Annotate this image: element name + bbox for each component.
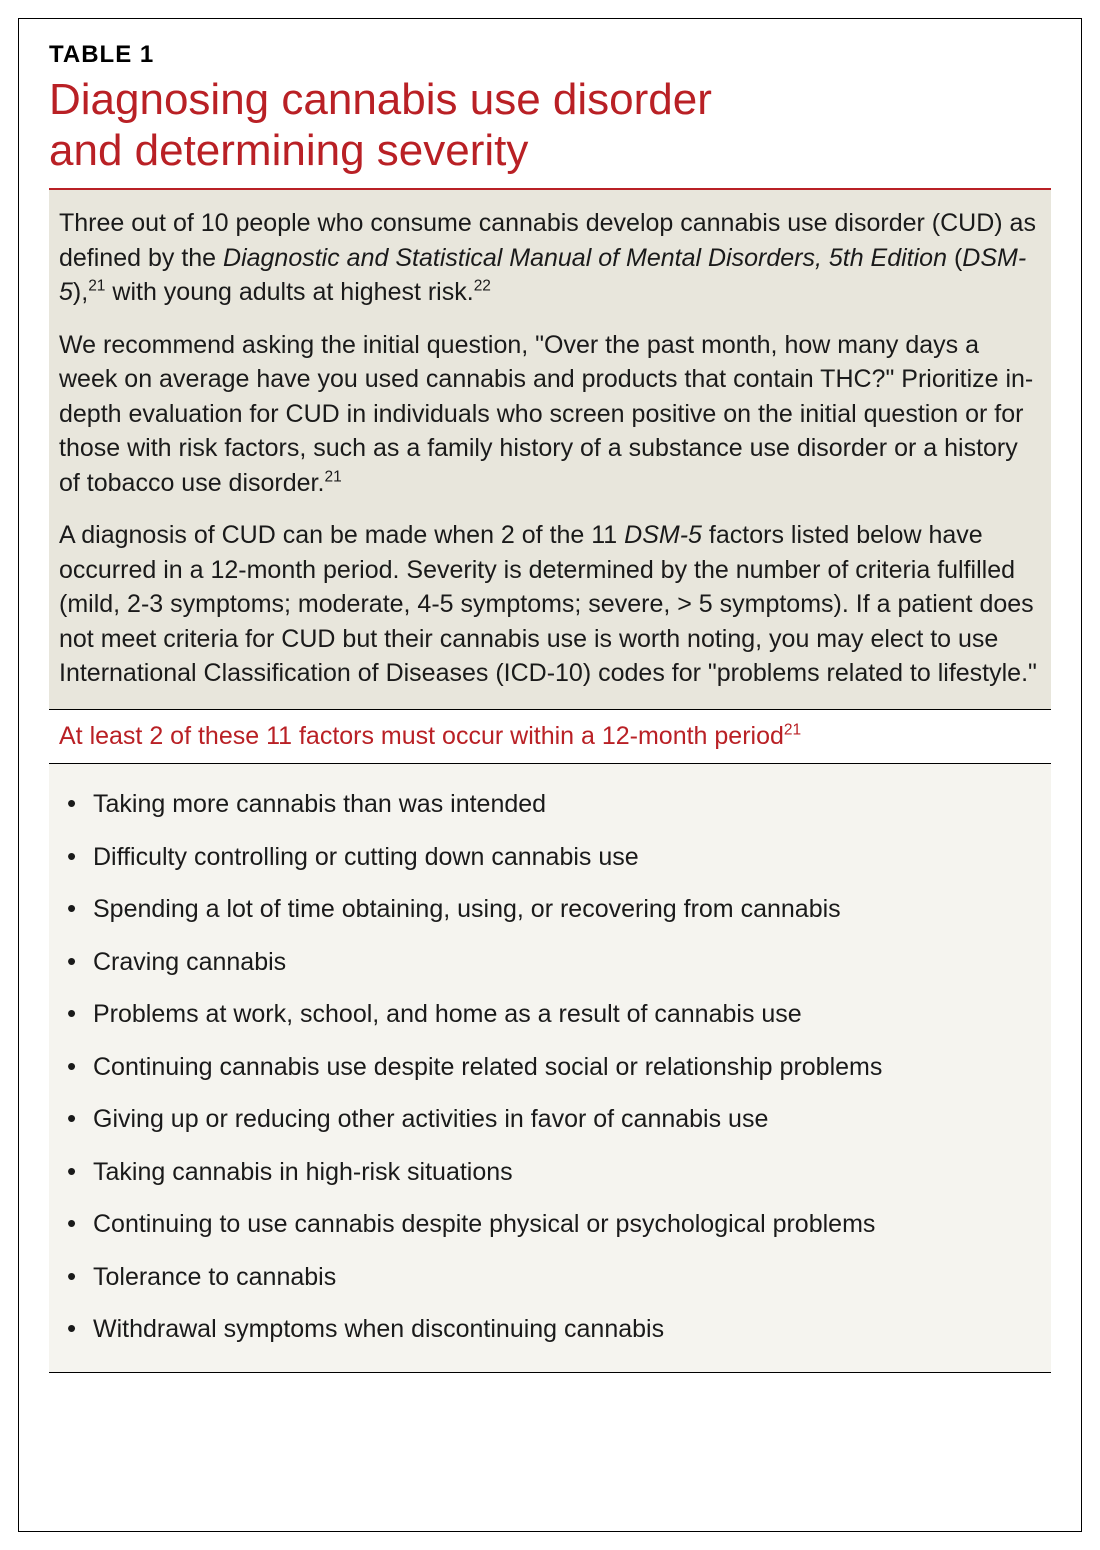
text-run: A diagnosis of CUD can be made when 2 of…	[59, 521, 624, 549]
intro-paragraph-3: A diagnosis of CUD can be made when 2 of…	[59, 518, 1041, 691]
table-container: TABLE 1 Diagnosing cannabis use disorder…	[18, 18, 1082, 1532]
factor-item: Continuing to use cannabis despite physi…	[59, 1198, 1041, 1251]
factor-item: Giving up or reducing other activities i…	[59, 1093, 1041, 1146]
title-line-1: Diagnosing cannabis use disorder	[49, 75, 712, 124]
intro-paragraph-2: We recommend asking the initial question…	[59, 328, 1041, 501]
intro-paragraph-1: Three out of 10 people who consume canna…	[59, 206, 1041, 310]
italic-run: DSM-5	[624, 521, 702, 549]
text-run: We recommend asking the initial question…	[59, 331, 1033, 497]
subheading-text: At least 2 of these 11 factors must occu…	[59, 722, 784, 750]
factor-item: Difficulty controlling or cutting down c…	[59, 831, 1041, 884]
text-run: (	[947, 244, 962, 272]
factor-item: Taking cannabis in high-risk situations	[59, 1146, 1041, 1199]
factors-list: Taking more cannabis than was intended D…	[59, 778, 1041, 1356]
intro-box: Three out of 10 people who consume canna…	[49, 190, 1051, 709]
factors-subheading: At least 2 of these 11 factors must occu…	[19, 710, 1081, 764]
text-run: with young adults at highest risk.	[105, 278, 473, 306]
factors-list-box: Taking more cannabis than was intended D…	[49, 764, 1051, 1373]
table-title: Diagnosing cannabis use disorder and det…	[49, 75, 1051, 188]
header-block: TABLE 1 Diagnosing cannabis use disorder…	[19, 19, 1081, 188]
citation-sup: 21	[784, 721, 801, 738]
text-run: ),	[73, 278, 88, 306]
factor-item: Spending a lot of time obtaining, using,…	[59, 883, 1041, 936]
factor-item: Withdrawal symptoms when discontinuing c…	[59, 1303, 1041, 1356]
citation-sup: 22	[474, 278, 491, 295]
title-line-2: and determining severity	[49, 126, 528, 175]
citation-sup: 21	[88, 278, 105, 295]
factor-item: Problems at work, school, and home as a …	[59, 988, 1041, 1041]
italic-run: Diagnostic and Statistical Manual of Men…	[223, 244, 947, 272]
factor-item: Taking more cannabis than was intended	[59, 778, 1041, 831]
factor-item: Craving cannabis	[59, 936, 1041, 989]
factor-item: Continuing cannabis use despite related …	[59, 1041, 1041, 1094]
citation-sup: 21	[324, 468, 341, 485]
factor-item: Tolerance to cannabis	[59, 1251, 1041, 1304]
table-label: TABLE 1	[49, 41, 1051, 69]
